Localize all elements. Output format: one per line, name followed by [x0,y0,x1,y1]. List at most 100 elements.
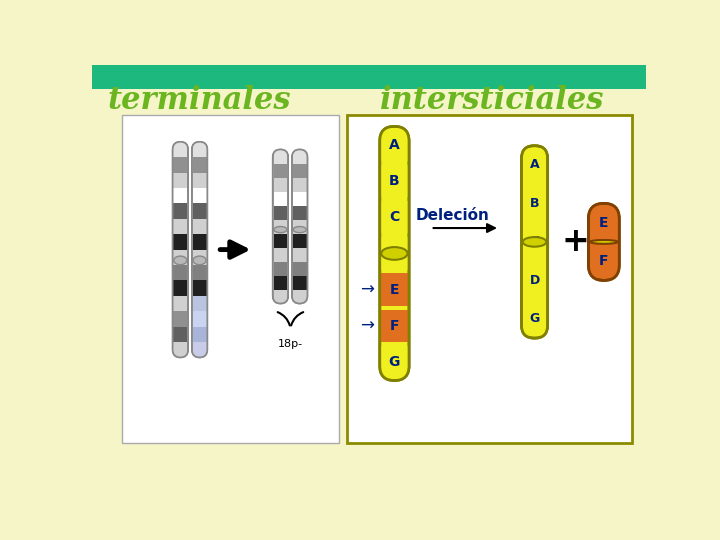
Bar [274,289,287,303]
FancyBboxPatch shape [273,150,288,303]
Ellipse shape [293,226,306,233]
FancyBboxPatch shape [521,146,548,338]
Bar [347,114,632,443]
Bar [193,219,207,234]
Bar [174,234,187,249]
Text: →: → [361,281,374,299]
Bar [274,233,287,247]
Text: intersticiales: intersticiales [380,85,604,116]
Bar [274,178,287,192]
Bar [174,265,187,280]
Bar [382,237,408,270]
Bar [174,342,187,357]
Ellipse shape [274,226,287,233]
Bar [382,128,408,161]
Bar [193,142,207,157]
Text: E: E [599,215,608,230]
Bar [174,188,187,204]
Ellipse shape [590,240,618,244]
Bar [590,244,618,279]
Bar [174,311,187,327]
Bar [523,263,546,298]
Bar [174,173,187,188]
Bar [274,206,287,219]
FancyBboxPatch shape [192,142,207,357]
Text: D: D [389,246,400,260]
Text: A: A [389,138,400,152]
Bar [193,311,207,327]
Bar [293,192,307,206]
Bar [293,247,307,261]
Bar [274,261,287,275]
Ellipse shape [193,256,206,265]
Bar [174,296,187,311]
Bar [523,186,546,221]
Bar [193,157,207,173]
Text: F: F [390,319,399,333]
Text: →: → [361,317,374,335]
FancyBboxPatch shape [379,126,409,381]
Bar [382,201,408,233]
Bar [193,342,207,357]
Bar [293,178,307,192]
Bar [382,273,408,306]
Bar [274,275,287,289]
FancyBboxPatch shape [173,142,188,357]
Text: B: B [389,174,400,188]
Ellipse shape [174,256,187,265]
Ellipse shape [382,247,408,260]
Text: C: C [530,235,539,248]
Bar [382,346,408,379]
Text: terminales: terminales [108,85,292,116]
Text: 18p-: 18p- [278,339,303,349]
Text: F: F [599,254,608,268]
Bar [293,233,307,247]
Text: Deleción: Deleción [415,208,489,223]
Ellipse shape [523,237,546,247]
Bar [523,225,546,259]
Bar [174,142,187,157]
Bar [293,275,307,289]
Text: E: E [390,283,399,297]
Bar [193,296,207,311]
Bar [193,188,207,204]
Text: D: D [529,274,540,287]
Bar [122,114,338,443]
Bar [523,301,546,336]
Bar [274,247,287,261]
Bar [293,206,307,219]
Bar [523,147,546,182]
Text: G: G [529,313,540,326]
Bar [193,327,207,342]
FancyBboxPatch shape [588,204,619,280]
Bar [193,173,207,188]
Bar [293,289,307,303]
Bar [382,310,408,342]
Bar [174,157,187,173]
Bar [274,219,287,233]
Text: +: + [562,225,589,259]
Bar [274,192,287,206]
Bar [293,164,307,178]
Bar [590,205,618,240]
Text: G: G [389,355,400,369]
Bar [174,249,187,265]
Bar [293,219,307,233]
Bar [193,249,207,265]
Bar [274,164,287,178]
Bar [193,234,207,249]
Bar [174,204,187,219]
Bar [174,280,187,296]
Bar [92,65,647,89]
Text: C: C [390,210,400,224]
Bar [174,219,187,234]
Bar [193,265,207,280]
Bar [274,150,287,164]
Text: B: B [530,197,539,210]
Bar [174,327,187,342]
Bar [193,204,207,219]
Bar [193,280,207,296]
Bar [293,150,307,164]
Text: A: A [530,158,539,171]
FancyBboxPatch shape [292,150,307,303]
